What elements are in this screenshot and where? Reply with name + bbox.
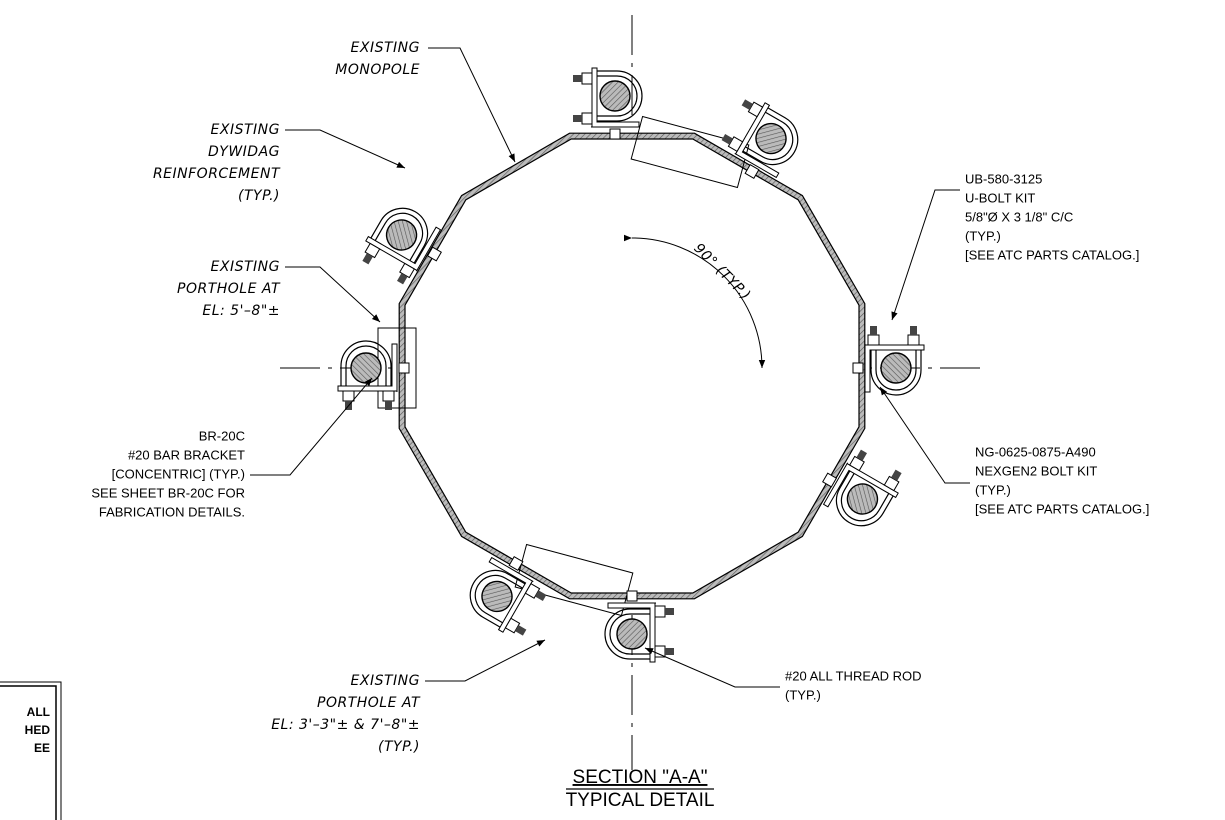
- callout-text: NG-0625-0875-A490: [975, 444, 1096, 459]
- callout-text: (TYP.): [975, 482, 1011, 497]
- callout-text: REINFORCEMENT: [153, 166, 281, 182]
- section-title: SECTION "A-A": [573, 767, 708, 788]
- page: {"labels": [ {"lines": ["EXISTING", "MON…: [0, 0, 1225, 820]
- callout-text: MONOPOLE: [335, 62, 420, 78]
- callout-text: FABRICATION DETAILS.: [99, 504, 245, 519]
- callout-text: EXISTING: [211, 122, 280, 138]
- callout-text: [CONCENTRIC] (TYP.): [112, 466, 245, 481]
- callout-text: (TYP.): [378, 739, 420, 755]
- callout-text: EL: 3'–3"± & 7'–8"±: [271, 717, 420, 733]
- drawing: EXISTING MONOPOLE EXISTING DYWIDAG REINFORCE…: [0, 0, 1225, 820]
- callout-text: EXISTING: [351, 673, 420, 689]
- callout-text: [SEE ATC PARTS CATALOG.]: [975, 501, 1149, 516]
- callout-text: BR-20C: [199, 428, 245, 443]
- callout-text: PORTHOLE AT: [177, 281, 281, 297]
- note-box: ALL HED EE: [0, 682, 61, 820]
- note-text: EE: [34, 741, 50, 755]
- monopole: [399, 133, 865, 599]
- callout-text: EXISTING: [351, 40, 420, 56]
- callout-text: UB-580-3125: [965, 171, 1042, 186]
- callout-text: #20 BAR BRACKET: [128, 447, 245, 462]
- callout-text: (TYP.): [785, 687, 821, 702]
- pole-inner: [405, 139, 859, 593]
- callout-text: PORTHOLE AT: [317, 695, 421, 711]
- callout-text: EL: 5'–8"±: [202, 303, 280, 319]
- callout-text: (TYP.): [965, 228, 1001, 243]
- section-subtitle: TYPICAL DETAIL: [566, 790, 715, 811]
- callout-text: DYWIDAG: [208, 144, 280, 160]
- note-text: ALL: [27, 705, 50, 719]
- callout-text: (TYP.): [238, 188, 280, 204]
- callout-text: U-BOLT KIT: [965, 190, 1035, 205]
- note-text: HED: [25, 723, 51, 737]
- callout-text: SEE SHEET BR-20C FOR: [91, 485, 245, 500]
- callout-text: [SEE ATC PARTS CATALOG.]: [965, 247, 1139, 262]
- callout-text: 5/8"Ø X 3 1/8" C/C: [965, 209, 1073, 224]
- callout-text: NEXGEN2 BOLT KIT: [975, 463, 1097, 478]
- callout-text: EXISTING: [211, 259, 280, 275]
- callout-text: #20 ALL THREAD ROD: [785, 668, 922, 683]
